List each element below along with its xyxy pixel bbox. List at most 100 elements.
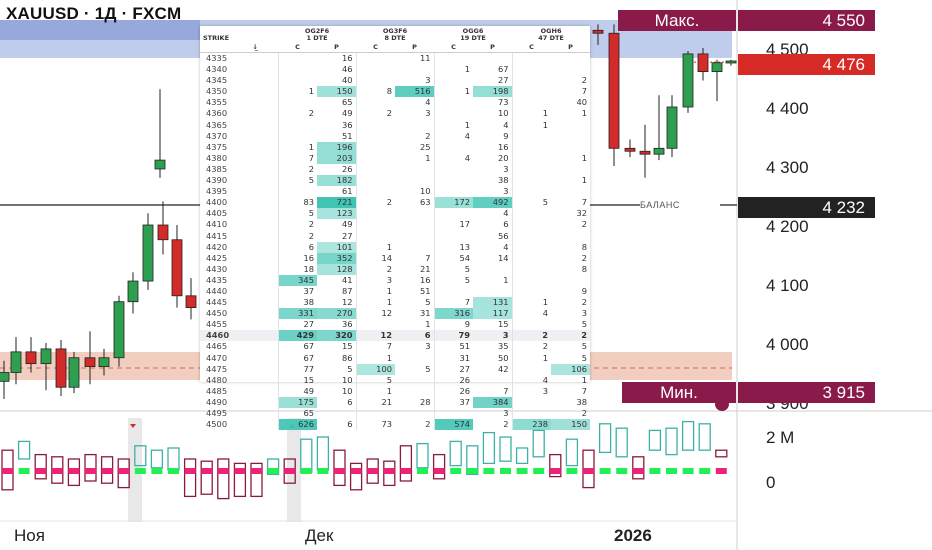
table-row[interactable]: 4370 51 2 4 9 — [200, 130, 590, 142]
call-oi-cell — [433, 175, 474, 187]
put-oi-cell: 15 — [497, 319, 509, 330]
call-oi-cell: 345 — [277, 274, 317, 286]
table-row[interactable]: 4480 15 10 5 26 4 1 — [200, 374, 590, 386]
call-oi-cell: 26 — [433, 374, 474, 386]
table-row[interactable]: 4455 27 36 1 9 15 5 — [200, 319, 590, 331]
volume-delta-marker — [500, 468, 511, 474]
put-oi-cell: 10 — [497, 108, 509, 119]
put-oi-cell: 6 — [503, 219, 509, 230]
put-oi-cell: 31 — [419, 308, 431, 319]
call-oi-cell: 2 — [511, 341, 552, 353]
put-oi-cell — [395, 242, 434, 253]
table-row[interactable]: 4415 2 27 56 — [200, 230, 590, 242]
put-oi-cell: 270 — [317, 308, 357, 320]
put-oi-cell: 196 — [317, 141, 357, 153]
table-row[interactable]: 4495 65 3 2 — [200, 408, 590, 420]
call-oi-cell: 83 — [277, 197, 317, 209]
table-row[interactable]: 4470 67 86 1 31 50 1 5 — [200, 352, 590, 364]
call-oi-cell — [355, 130, 396, 142]
volume-bar — [250, 462, 263, 498]
volume-delta-marker — [51, 468, 63, 474]
table-row[interactable]: 4350 1 150 8 516 1 198 7 — [200, 86, 590, 98]
put-oi-cell — [551, 275, 590, 286]
call-oi-cell — [511, 175, 552, 187]
volume-bar — [615, 427, 628, 458]
table-row[interactable]: 4390 5 182 38 1 — [200, 175, 590, 187]
call-oi-cell: 2 — [277, 219, 317, 231]
table-row[interactable]: 4465 67 15 7 3 51 35 2 5 — [200, 341, 590, 353]
candle-body — [25, 351, 37, 365]
table-row[interactable]: 4430 18 128 2 21 5 8 — [200, 263, 590, 275]
volume-delta-marker — [533, 468, 545, 474]
put-oi-cell: 1 — [581, 152, 588, 163]
table-row[interactable]: 4385 2 26 3 — [200, 163, 590, 176]
call-oi-cell — [355, 208, 396, 220]
min-tag-value: 3 915 — [738, 382, 875, 403]
strike-cell: 4440 — [206, 285, 228, 296]
options-oi-table[interactable]: STRIKE OG2F6 1 DTE OG3F6 8 DTE OGG6 19 DTE … — [200, 26, 591, 431]
volume-bar — [598, 423, 612, 454]
call-oi-cell — [355, 163, 396, 176]
candle-body — [55, 348, 67, 388]
table-row[interactable]: 4360 2 49 2 3 10 1 1 — [200, 108, 590, 120]
table-row[interactable]: 4410 2 49 17 6 2 — [200, 219, 590, 231]
table-row[interactable]: 4340 46 1 67 — [200, 64, 590, 76]
volume-delta-marker — [549, 468, 561, 474]
call-oi-cell — [355, 152, 396, 164]
table-row[interactable]: 4380 7 203 1 4 20 1 — [200, 152, 590, 164]
candle-body — [142, 224, 154, 282]
table-row[interactable]: 4500 626 6 73 2 574 2 238 150 — [200, 419, 591, 431]
volume-delta-marker — [417, 468, 428, 474]
volume-tick: 0 — [766, 473, 776, 492]
table-row[interactable]: 4365 36 1 4 1 — [200, 119, 590, 131]
table-row[interactable]: 4405 5 123 4 32 — [200, 208, 590, 220]
call-oi-cell — [433, 408, 474, 420]
call-oi-cell: 21 — [355, 396, 396, 408]
table-row[interactable]: 4490 175 6 21 28 37 384 38 — [200, 396, 590, 408]
call-oi-cell: 429 — [277, 330, 317, 342]
table-row[interactable]: 4375 1 196 25 16 — [200, 141, 590, 153]
expiry-dte: 19 DTE — [460, 34, 486, 42]
put-oi-cell — [551, 120, 590, 131]
table-row[interactable]: 4355 65 4 73 40 — [200, 97, 590, 109]
put-oi-cell: 25 — [419, 141, 431, 152]
candle-body — [98, 357, 110, 367]
table-row[interactable]: 4460 429 320 12 6 79 3 2 2 — [200, 330, 591, 342]
call-oi-cell: 1 — [511, 119, 552, 131]
put-oi-cell: 2 — [581, 408, 588, 418]
table-row[interactable]: 4435 345 41 3 16 5 1 — [200, 274, 590, 286]
table-row[interactable]: 4420 6 101 1 13 4 8 — [200, 241, 590, 253]
volume-bar — [449, 440, 462, 467]
call-oi-cell: 5 — [511, 197, 552, 209]
strike-cell: 4470 — [206, 352, 228, 363]
volume-delta-marker — [649, 468, 661, 474]
put-oi-cell: 38 — [576, 396, 588, 407]
table-row[interactable]: 4395 61 10 3 — [200, 186, 590, 198]
call-oi-cell: 3 — [355, 274, 396, 286]
table-row[interactable]: 4485 49 10 1 26 7 3 7 — [200, 385, 590, 397]
call-oi-cell: 13 — [433, 241, 474, 253]
call-oi-cell — [433, 52, 474, 65]
table-row[interactable]: 4440 37 87 1 51 9 — [200, 285, 590, 298]
table-row[interactable]: 4400 83 721 2 63 172 492 5 7 — [200, 197, 590, 209]
expiry-dte: 1 DTE — [306, 34, 328, 42]
sort-icon[interactable]: ↓̲ — [200, 42, 278, 53]
expiry-group-header: OGH6 47 DTE — [512, 26, 590, 42]
table-row[interactable]: 4425 16 352 14 7 54 14 2 — [200, 252, 590, 264]
put-oi-cell: 2 — [425, 419, 431, 430]
strike-cell: 4355 — [206, 97, 228, 108]
candle-body — [154, 159, 166, 170]
put-oi-cell: 67 — [497, 64, 509, 75]
put-oi-cell: 2 — [581, 75, 588, 86]
table-row[interactable]: 4335 16 11 — [200, 52, 590, 65]
balance-line-label: БАЛАНС — [640, 200, 680, 210]
table-row[interactable]: 4475 77 5 100 5 27 42 106 — [200, 363, 591, 375]
put-oi-cell: 35 — [497, 341, 509, 352]
table-row[interactable]: 4345 40 3 27 2 — [200, 75, 590, 87]
upper-zone-profile — [0, 20, 200, 40]
table-row[interactable]: 4450 331 270 12 31 316 117 4 3 — [200, 308, 590, 320]
time-label: 2026 — [614, 526, 652, 545]
call-oi-cell — [511, 230, 552, 242]
call-oi-cell: 54 — [433, 252, 474, 264]
table-row[interactable]: 4445 38 12 1 5 7 131 1 2 — [200, 297, 590, 309]
